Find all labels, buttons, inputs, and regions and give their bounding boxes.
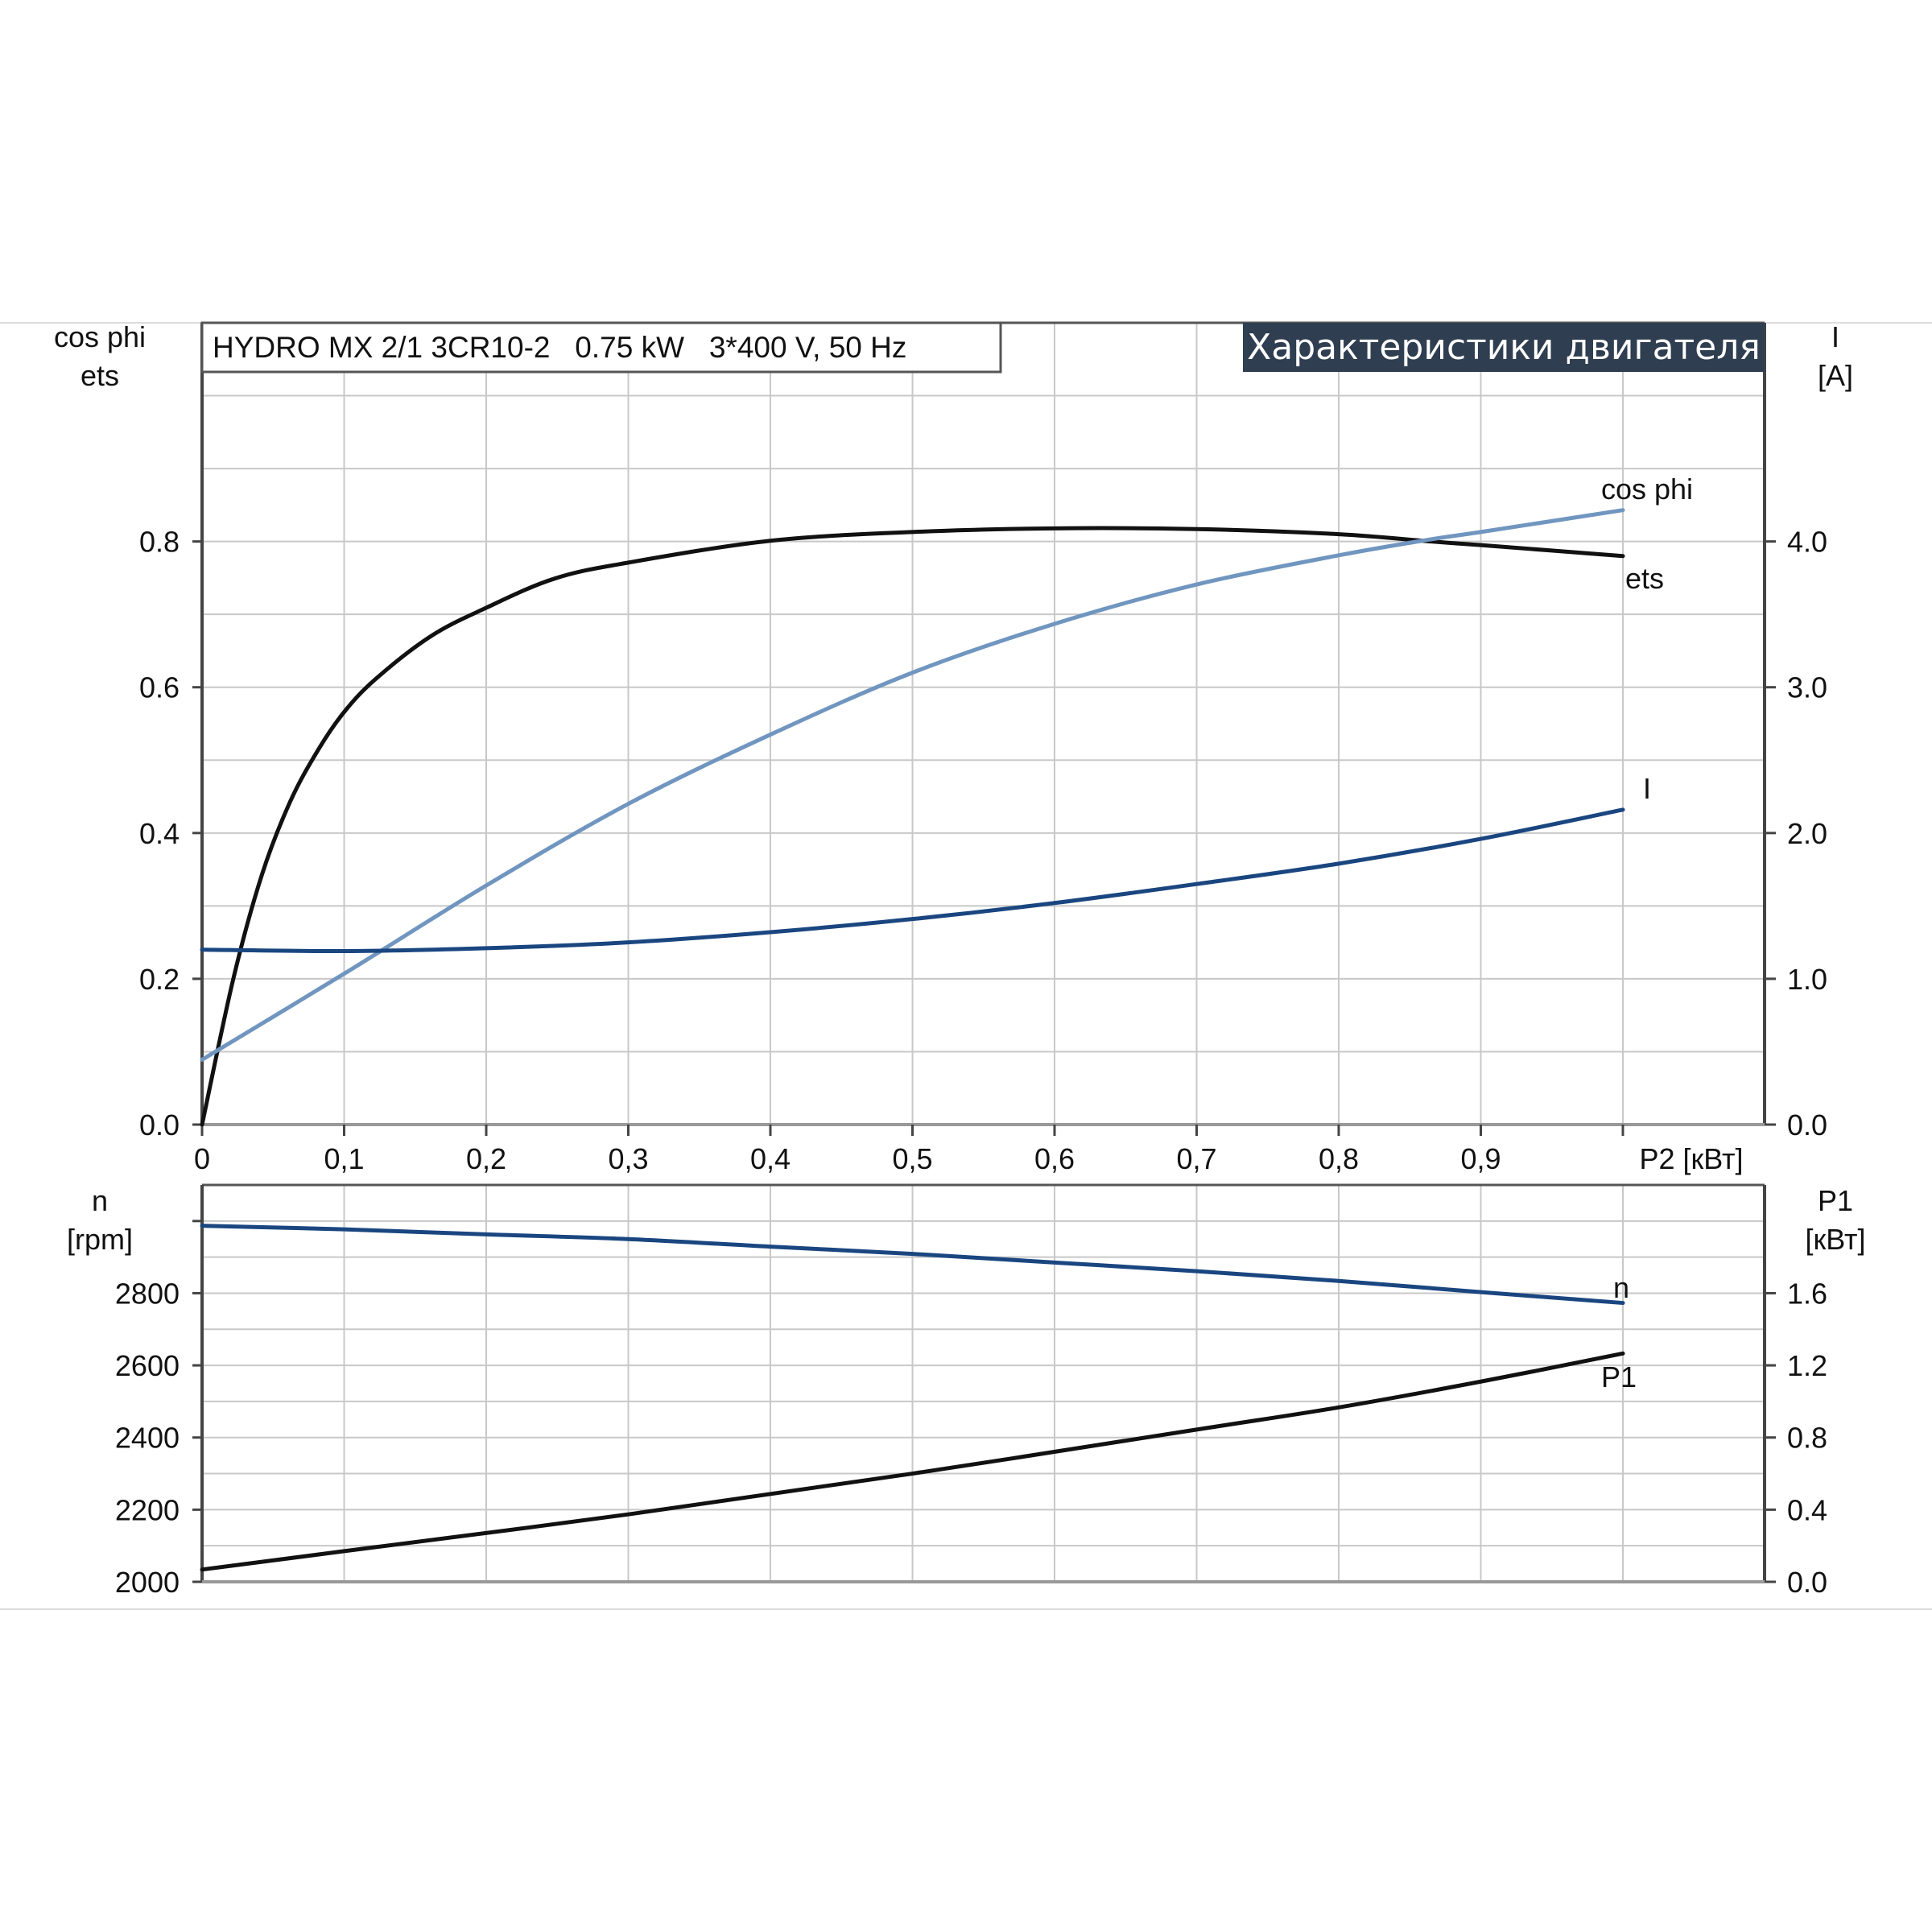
- x-tick-label: 0,4: [750, 1142, 791, 1175]
- y-left-tick-label: 0.2: [139, 963, 180, 996]
- series-line-p1: [200, 1351, 1625, 1572]
- chart-title: Характеристики двигателя: [1247, 327, 1761, 368]
- left-axis-label: ets: [80, 359, 119, 392]
- y-right-tick-label: 3.0: [1787, 671, 1827, 704]
- y-left-tick-label: 2800: [115, 1277, 180, 1310]
- left-axis-label: cos phi: [54, 320, 146, 353]
- series-label: cos phi: [1601, 473, 1693, 506]
- series-label: ets: [1625, 562, 1664, 595]
- title-box: [1243, 323, 1765, 372]
- series-label: n: [1613, 1271, 1629, 1304]
- x-tick-label: 0,2: [466, 1142, 506, 1175]
- y-left-tick-label: 2400: [115, 1422, 180, 1455]
- x-tick-label: 0,6: [1034, 1142, 1075, 1175]
- y-right-tick-label: 0.0: [1787, 1566, 1827, 1599]
- y-right-tick-label: 1.2: [1787, 1349, 1827, 1382]
- y-left-tick-label: 0.4: [139, 817, 180, 850]
- series-line-n: [200, 1224, 1625, 1306]
- right-axis-label: P1: [1818, 1184, 1853, 1217]
- x-tick-label: 0,9: [1460, 1142, 1501, 1175]
- x-tick-label: 0,1: [324, 1142, 364, 1175]
- x-tick-label: 0: [194, 1142, 210, 1175]
- y-left-tick-label: 0.6: [139, 671, 180, 704]
- series-line-ets: [200, 526, 1625, 1127]
- series-label: P1: [1601, 1360, 1637, 1393]
- y-right-tick-label: 4.0: [1787, 526, 1827, 559]
- series-line-cos-phi: [200, 508, 1625, 1062]
- right-axis-label: [кВт]: [1805, 1223, 1865, 1256]
- model-label: HYDRO MX 2/1 3CR10-2 0.75 kW 3*400 V, 50…: [213, 331, 906, 364]
- x-tick-label: 0,3: [608, 1142, 648, 1175]
- right-axis-label: I: [1831, 320, 1839, 353]
- series-line-i: [200, 807, 1625, 954]
- y-right-tick-label: 0.8: [1787, 1422, 1827, 1455]
- y-left-tick-label: 2000: [115, 1566, 180, 1599]
- y-left-tick-label: 0.0: [139, 1108, 180, 1141]
- y-left-tick-label: 2600: [115, 1349, 180, 1382]
- left-axis-label: n: [92, 1184, 108, 1217]
- series-label: I: [1643, 772, 1651, 805]
- y-left-tick-label: 0.8: [139, 526, 180, 559]
- y-left-tick-label: 2200: [115, 1493, 180, 1526]
- y-right-tick-label: 0.4: [1787, 1493, 1827, 1526]
- x-axis-label: P2 [кВт]: [1639, 1142, 1743, 1175]
- x-tick-label: 0,7: [1176, 1142, 1216, 1175]
- y-right-tick-label: 1.6: [1787, 1277, 1827, 1310]
- left-axis-label: [rpm]: [67, 1223, 133, 1256]
- x-tick-label: 0,8: [1319, 1142, 1359, 1175]
- y-right-tick-label: 0.0: [1787, 1108, 1827, 1141]
- right-axis-label: [A]: [1818, 359, 1853, 392]
- model-label-box: [200, 321, 1002, 374]
- x-tick-label: 0,5: [892, 1142, 932, 1175]
- y-right-tick-label: 1.0: [1787, 963, 1827, 996]
- y-right-tick-label: 2.0: [1787, 817, 1827, 850]
